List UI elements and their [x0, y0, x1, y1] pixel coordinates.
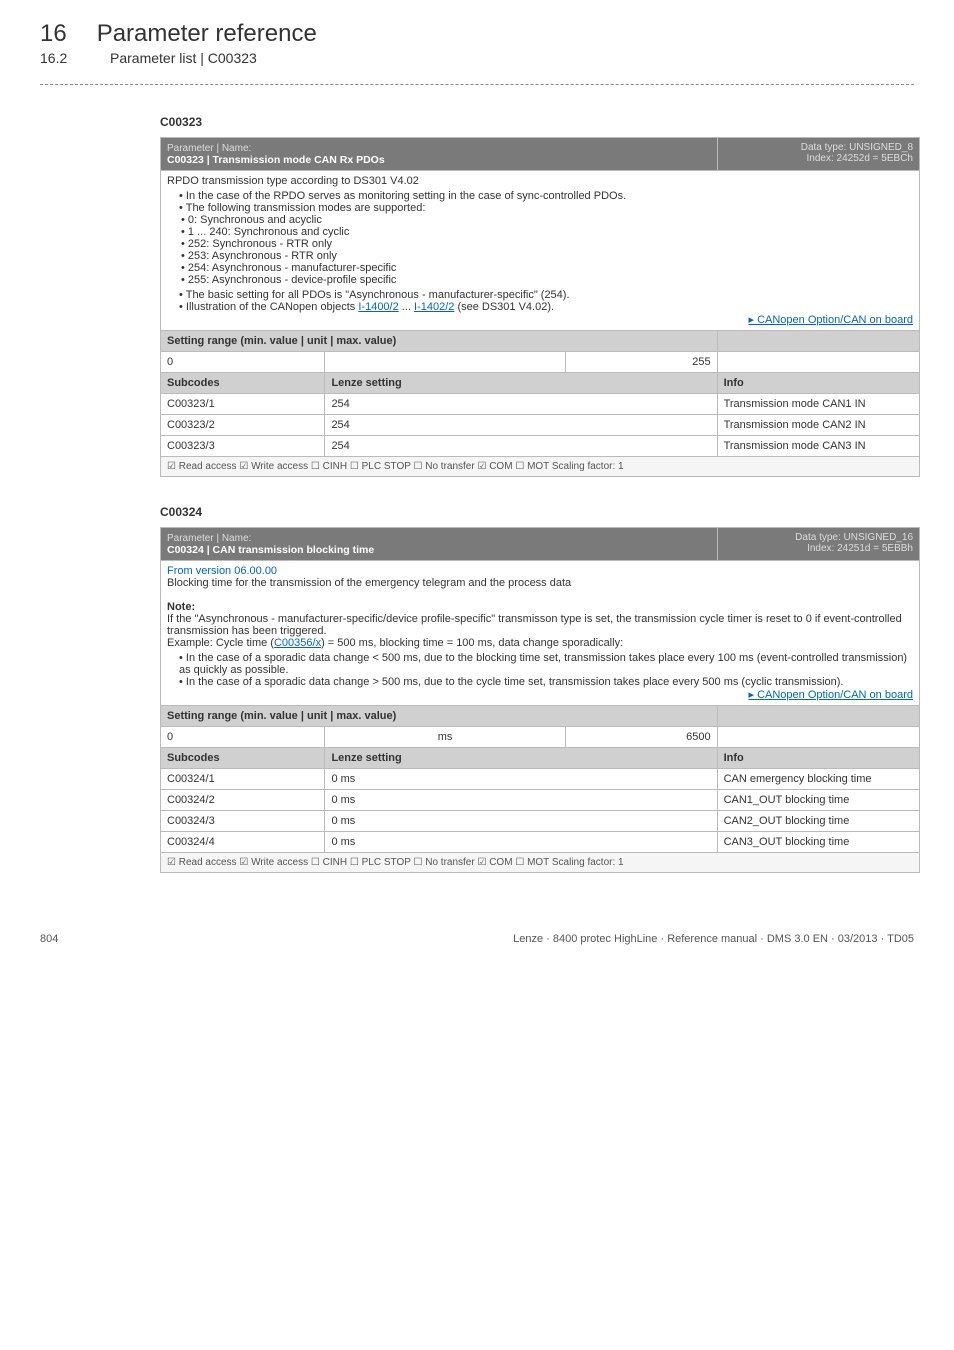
cell-info: Transmission mode CAN3 IN: [717, 436, 919, 457]
chapter-number: 16: [40, 20, 67, 48]
bullet-list: In the case of the RPDO serves as monito…: [179, 190, 913, 214]
desc-line: RPDO transmission type according to DS30…: [167, 175, 419, 187]
list-item: 0: Synchronous and acyclic: [181, 214, 913, 226]
text: ) = 500 ms, blocking time = 100 ms, data…: [321, 637, 623, 649]
divider: [40, 84, 914, 85]
cell-sub: C00323/1: [161, 394, 325, 415]
access-flags: ☑ Read access ☑ Write access ☐ CINH ☐ PL…: [161, 457, 920, 477]
param-label: Parameter | Name:: [167, 143, 251, 154]
cell-lenze: 0 ms: [325, 811, 717, 832]
cell-sub: C00324/3: [161, 811, 325, 832]
list-item: 1 ... 240: Synchronous and cyclic: [181, 226, 913, 238]
datatype-line2: Index: 24252d = 5EBCh: [807, 153, 913, 164]
cell-lenze: 0 ms: [325, 769, 717, 790]
link-c00356[interactable]: C00356/x: [274, 637, 321, 649]
cell-lenze: 0 ms: [325, 832, 717, 853]
cell-sub: C00324/4: [161, 832, 325, 853]
text: ...: [399, 301, 414, 313]
cell-info: CAN2_OUT blocking time: [717, 811, 919, 832]
setting-range-label: Setting range (min. value | unit | max. …: [161, 331, 718, 352]
section-header: 16.2 Parameter list | C00323: [40, 50, 914, 66]
table-row: C00323/2 254 Transmission mode CAN2 IN: [161, 415, 920, 436]
from-version: From version 06.00.00: [167, 565, 277, 577]
subcodes-header: Subcodes: [161, 373, 325, 394]
table-row: C00324/2 0 ms CAN1_OUT blocking time: [161, 790, 920, 811]
chapter-title: Parameter reference: [97, 20, 317, 48]
list-item: 252: Synchronous - RTR only: [181, 238, 913, 250]
link-i1402[interactable]: I-1402/2: [414, 301, 454, 313]
range-min: 0: [161, 352, 325, 373]
table-row: C00323/3 254 Transmission mode CAN3 IN: [161, 436, 920, 457]
access-flags: ☑ Read access ☑ Write access ☐ CINH ☐ PL…: [161, 853, 920, 873]
list-item: In the case of a sporadic data change > …: [179, 676, 913, 688]
section-number: 16.2: [40, 50, 80, 66]
cell-info: Transmission mode CAN2 IN: [717, 415, 919, 436]
param-code: C00323: [160, 115, 914, 129]
range-min: 0: [161, 727, 325, 748]
link-i1400[interactable]: I-1400/2: [358, 301, 398, 313]
list-item: 254: Asynchronous - manufacturer-specifi…: [181, 262, 913, 274]
cell-info: Transmission mode CAN1 IN: [717, 394, 919, 415]
note-bullets: In the case of a sporadic data change < …: [179, 652, 913, 688]
cell-lenze: 254: [325, 394, 717, 415]
subcodes-header: Subcodes: [161, 748, 325, 769]
link-canopen[interactable]: CANopen Option/CAN on board: [748, 688, 913, 701]
sub-bullet-list: 0: Synchronous and acyclic 1 ... 240: Sy…: [181, 214, 913, 286]
cell-sub: C00324/2: [161, 790, 325, 811]
text: Setting range (min. value | unit | max. …: [167, 335, 396, 347]
datatype-line2: Index: 24251d = 5EBBh: [807, 543, 913, 554]
note-label: Note:: [167, 601, 195, 613]
range-max: 255: [565, 352, 717, 373]
cell-sub: C00323/3: [161, 436, 325, 457]
range-unit: ms: [325, 727, 565, 748]
table-row: C00324/3 0 ms CAN2_OUT blocking time: [161, 811, 920, 832]
list-item: In the case of the RPDO serves as monito…: [179, 190, 913, 202]
text: Example: Cycle time (: [167, 637, 274, 649]
lenze-header: Lenze setting: [325, 373, 717, 394]
param-table-c00324: Parameter | Name: C00324 | CAN transmiss…: [160, 527, 920, 873]
table-row: C00324/4 0 ms CAN3_OUT blocking time: [161, 832, 920, 853]
cell-info: CAN3_OUT blocking time: [717, 832, 919, 853]
list-item: 255: Asynchronous - device-profile speci…: [181, 274, 913, 286]
range-unit: [325, 352, 565, 373]
chapter-header: 16 Parameter reference: [40, 20, 914, 48]
page-number: 804: [40, 933, 58, 945]
list-item: The following transmission modes are sup…: [179, 202, 913, 214]
info-header: Info: [717, 373, 919, 394]
cell-info: CAN1_OUT blocking time: [717, 790, 919, 811]
table-row: C00324/1 0 ms CAN emergency blocking tim…: [161, 769, 920, 790]
page-footer: 804 Lenze · 8400 protec HighLine · Refer…: [40, 933, 914, 945]
bullet-list-2: The basic setting for all PDOs is "Async…: [179, 289, 913, 313]
param-name: C00323 | Transmission mode CAN Rx PDOs: [167, 154, 385, 166]
text: Setting range (min. value | unit | max. …: [167, 710, 396, 722]
note-p1: If the "Asynchronous - manufacturer-spec…: [167, 613, 902, 637]
section-title: Parameter list | C00323: [110, 50, 257, 66]
text: (see DS301 V4.02).: [454, 301, 554, 313]
text: Illustration of the CANopen objects: [186, 301, 358, 313]
cell-sub: C00324/1: [161, 769, 325, 790]
cell-lenze: 254: [325, 436, 717, 457]
cell-lenze: 0 ms: [325, 790, 717, 811]
list-item: 253: Asynchronous - RTR only: [181, 250, 913, 262]
param-label: Parameter | Name:: [167, 533, 251, 544]
link-canopen[interactable]: CANopen Option/CAN on board: [748, 313, 913, 326]
desc-line: Blocking time for the transmission of th…: [167, 577, 571, 589]
param-table-c00323: Parameter | Name: C00323 | Transmission …: [160, 137, 920, 477]
list-item: Illustration of the CANopen objects I-14…: [179, 301, 913, 313]
lenze-header: Lenze setting: [325, 748, 717, 769]
setting-range-label: Setting range (min. value | unit | max. …: [161, 706, 718, 727]
list-item: In the case of a sporadic data change < …: [179, 652, 913, 676]
table-row: C00323/1 254 Transmission mode CAN1 IN: [161, 394, 920, 415]
cell-info: CAN emergency blocking time: [717, 769, 919, 790]
list-item: The basic setting for all PDOs is "Async…: [179, 289, 913, 301]
footer-right: Lenze · 8400 protec HighLine · Reference…: [513, 933, 914, 945]
param-code: C00324: [160, 505, 914, 519]
datatype-line1: Data type: UNSIGNED_16: [795, 532, 913, 543]
param-name: C00324 | CAN transmission blocking time: [167, 544, 374, 556]
info-header: Info: [717, 748, 919, 769]
cell-lenze: 254: [325, 415, 717, 436]
range-max: 6500: [565, 727, 717, 748]
datatype-line1: Data type: UNSIGNED_8: [801, 142, 913, 153]
cell-sub: C00323/2: [161, 415, 325, 436]
